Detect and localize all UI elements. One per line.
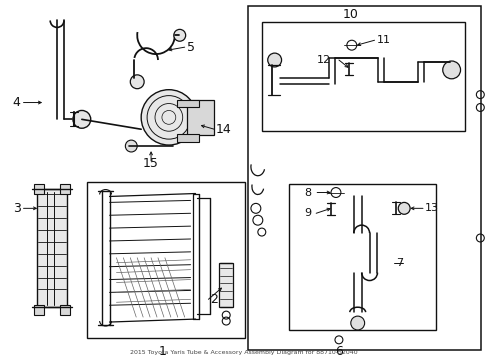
Circle shape bbox=[130, 75, 144, 89]
Text: 7: 7 bbox=[395, 258, 403, 268]
Circle shape bbox=[267, 53, 281, 67]
Circle shape bbox=[350, 316, 364, 330]
Bar bbox=[60, 184, 70, 194]
Text: 5: 5 bbox=[186, 41, 194, 54]
Bar bbox=[176, 134, 198, 142]
Bar bbox=[176, 100, 198, 108]
Text: 14: 14 bbox=[215, 123, 231, 136]
Text: 2: 2 bbox=[210, 293, 218, 306]
Circle shape bbox=[173, 30, 185, 41]
Bar bbox=[34, 305, 44, 315]
Circle shape bbox=[141, 90, 196, 145]
Text: 11: 11 bbox=[376, 35, 390, 45]
Bar bbox=[261, 22, 464, 131]
Bar bbox=[34, 184, 44, 194]
Text: 12: 12 bbox=[317, 55, 331, 65]
Bar bbox=[186, 100, 214, 135]
Text: 9: 9 bbox=[304, 208, 311, 218]
Text: 1: 1 bbox=[159, 345, 166, 358]
Bar bbox=[289, 184, 435, 330]
Text: 4: 4 bbox=[13, 96, 20, 109]
Bar bbox=[86, 182, 244, 338]
Bar bbox=[219, 263, 233, 307]
Circle shape bbox=[125, 140, 137, 152]
Circle shape bbox=[73, 111, 91, 128]
Text: 6: 6 bbox=[334, 345, 342, 358]
Circle shape bbox=[442, 61, 460, 79]
Circle shape bbox=[397, 202, 409, 214]
Text: 8: 8 bbox=[304, 188, 311, 198]
Text: 2015 Toyota Yaris Tube & Accessory Assembly Diagram for 88710-52040: 2015 Toyota Yaris Tube & Accessory Assem… bbox=[130, 350, 357, 355]
Bar bbox=[37, 189, 67, 307]
Bar bbox=[247, 6, 480, 350]
Text: 13: 13 bbox=[424, 203, 438, 213]
Bar bbox=[60, 305, 70, 315]
Text: 10: 10 bbox=[342, 8, 358, 21]
Text: 15: 15 bbox=[143, 157, 159, 170]
Text: 3: 3 bbox=[13, 202, 20, 215]
